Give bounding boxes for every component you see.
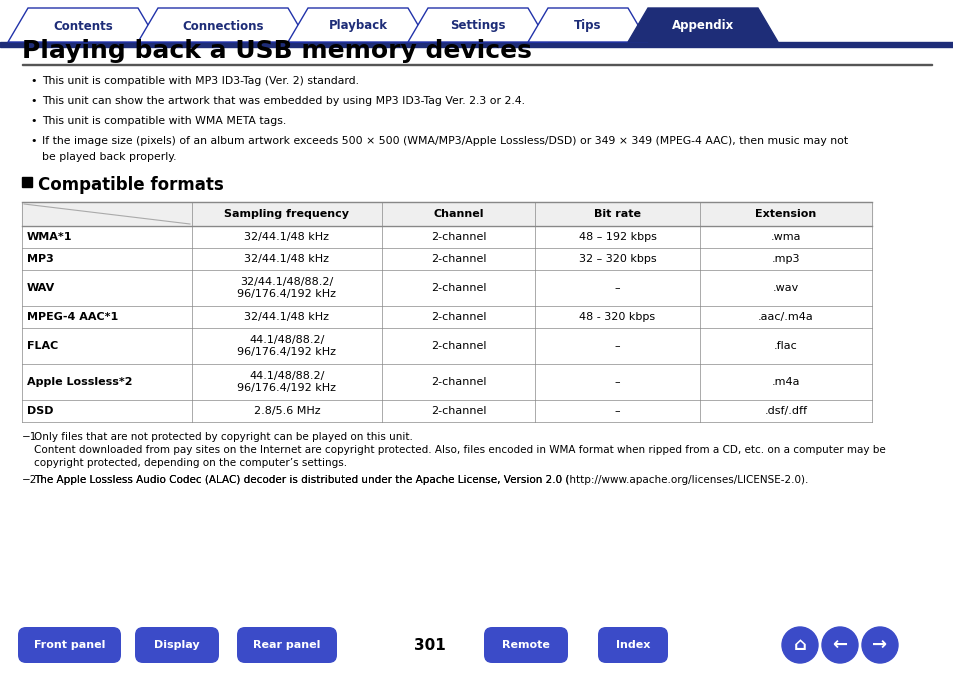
Text: This unit can show the artwork that was embedded by using MP3 ID3-Tag Ver. 2.3 o: This unit can show the artwork that was … bbox=[42, 96, 524, 106]
Bar bbox=[22, 270, 871, 306]
Polygon shape bbox=[138, 8, 308, 42]
Text: •: • bbox=[30, 76, 36, 86]
Text: Front panel: Front panel bbox=[33, 640, 105, 650]
Text: 2-channel: 2-channel bbox=[431, 312, 486, 322]
FancyBboxPatch shape bbox=[18, 627, 121, 663]
Text: Appendix: Appendix bbox=[671, 20, 734, 32]
Bar bbox=[22, 202, 871, 226]
Polygon shape bbox=[527, 8, 647, 42]
Text: 48 – 192 kbps: 48 – 192 kbps bbox=[578, 232, 656, 242]
Text: 32/44.1/48 kHz: 32/44.1/48 kHz bbox=[244, 254, 329, 264]
FancyBboxPatch shape bbox=[483, 627, 567, 663]
Text: This unit is compatible with WMA META tags.: This unit is compatible with WMA META ta… bbox=[42, 116, 286, 126]
Text: •: • bbox=[30, 116, 36, 126]
Text: MP3: MP3 bbox=[27, 254, 53, 264]
Text: Compatible formats: Compatible formats bbox=[38, 176, 224, 194]
Bar bbox=[22, 306, 871, 328]
Text: •: • bbox=[30, 96, 36, 106]
Text: .wma: .wma bbox=[770, 232, 801, 242]
Text: be played back properly.: be played back properly. bbox=[42, 152, 176, 162]
Polygon shape bbox=[8, 8, 158, 42]
Circle shape bbox=[781, 627, 817, 663]
Text: 2-channel: 2-channel bbox=[431, 254, 486, 264]
Text: .dsf/.dff: .dsf/.dff bbox=[763, 406, 806, 416]
Polygon shape bbox=[288, 8, 428, 42]
Text: 301: 301 bbox=[414, 637, 445, 653]
Text: –: – bbox=[614, 377, 619, 387]
Bar bbox=[22, 400, 871, 422]
Bar bbox=[22, 364, 871, 400]
Text: Index: Index bbox=[616, 640, 650, 650]
Text: 2.8/5.6 MHz: 2.8/5.6 MHz bbox=[253, 406, 320, 416]
Text: Only files that are not protected by copyright can be played on this unit.: Only files that are not protected by cop… bbox=[34, 432, 413, 442]
Text: –: – bbox=[614, 406, 619, 416]
Text: 2-channel: 2-channel bbox=[431, 232, 486, 242]
Text: Contents: Contents bbox=[53, 20, 112, 32]
Text: 2-channel: 2-channel bbox=[431, 341, 486, 351]
Bar bbox=[22, 328, 871, 364]
Text: .aac/.m4a: .aac/.m4a bbox=[758, 312, 813, 322]
Text: 2-channel: 2-channel bbox=[431, 377, 486, 387]
Text: Settings: Settings bbox=[450, 20, 505, 32]
Text: Connections: Connections bbox=[182, 20, 263, 32]
Text: –: – bbox=[614, 283, 619, 293]
Text: 48 - 320 kbps: 48 - 320 kbps bbox=[578, 312, 655, 322]
Text: 2-channel: 2-channel bbox=[431, 406, 486, 416]
Text: This unit is compatible with MP3 ID3-Tag (Ver. 2) standard.: This unit is compatible with MP3 ID3-Tag… bbox=[42, 76, 358, 86]
Text: •: • bbox=[30, 136, 36, 146]
Text: WMA*1: WMA*1 bbox=[27, 232, 72, 242]
Text: .mp3: .mp3 bbox=[771, 254, 800, 264]
Text: 32/44.1/48/88.2/
96/176.4/192 kHz: 32/44.1/48/88.2/ 96/176.4/192 kHz bbox=[237, 277, 336, 299]
Text: DSD: DSD bbox=[27, 406, 53, 416]
Text: ←: ← bbox=[832, 636, 846, 654]
Text: 44.1/48/88.2/
96/176.4/192 kHz: 44.1/48/88.2/ 96/176.4/192 kHz bbox=[237, 371, 336, 393]
Text: Rear panel: Rear panel bbox=[253, 640, 320, 650]
Circle shape bbox=[821, 627, 857, 663]
Bar bbox=[22, 177, 32, 187]
Text: The Apple Lossless Audio Codec (ALAC) decoder is distributed under the Apache Li: The Apple Lossless Audio Codec (ALAC) de… bbox=[34, 475, 569, 485]
Text: Tips: Tips bbox=[574, 20, 601, 32]
Bar bbox=[0, 42, 953, 47]
Text: .m4a: .m4a bbox=[771, 377, 800, 387]
Text: WAV: WAV bbox=[27, 283, 55, 293]
Text: –: – bbox=[614, 341, 619, 351]
Text: Extension: Extension bbox=[755, 209, 816, 219]
Text: MPEG-4 AAC*1: MPEG-4 AAC*1 bbox=[27, 312, 118, 322]
Text: Display: Display bbox=[154, 640, 199, 650]
Text: Sampling frequency: Sampling frequency bbox=[224, 209, 349, 219]
Text: 32 – 320 kbps: 32 – 320 kbps bbox=[578, 254, 656, 264]
Text: Content downloaded from pay sites on the Internet are copyright protected. Also,: Content downloaded from pay sites on the… bbox=[34, 445, 884, 455]
Text: 32/44.1/48 kHz: 32/44.1/48 kHz bbox=[244, 312, 329, 322]
FancyBboxPatch shape bbox=[135, 627, 219, 663]
Polygon shape bbox=[627, 8, 778, 42]
Text: −1: −1 bbox=[22, 432, 37, 442]
Text: 32/44.1/48 kHz: 32/44.1/48 kHz bbox=[244, 232, 329, 242]
Text: FLAC: FLAC bbox=[27, 341, 58, 351]
Text: −2: −2 bbox=[22, 475, 37, 485]
FancyBboxPatch shape bbox=[598, 627, 667, 663]
Text: copyright protected, depending on the computer’s settings.: copyright protected, depending on the co… bbox=[34, 458, 347, 468]
Bar bbox=[22, 64, 931, 65]
Polygon shape bbox=[408, 8, 547, 42]
Text: 2-channel: 2-channel bbox=[431, 283, 486, 293]
Text: Channel: Channel bbox=[433, 209, 483, 219]
Text: Playing back a USB memory devices: Playing back a USB memory devices bbox=[22, 39, 532, 63]
Text: The Apple Lossless Audio Codec (ALAC) decoder is distributed under the Apache Li: The Apple Lossless Audio Codec (ALAC) de… bbox=[34, 475, 807, 485]
Text: Bit rate: Bit rate bbox=[594, 209, 640, 219]
Text: .flac: .flac bbox=[773, 341, 797, 351]
Text: →: → bbox=[872, 636, 886, 654]
Text: 44.1/48/88.2/
96/176.4/192 kHz: 44.1/48/88.2/ 96/176.4/192 kHz bbox=[237, 334, 336, 357]
Text: Remote: Remote bbox=[501, 640, 549, 650]
Circle shape bbox=[862, 627, 897, 663]
Text: Playback: Playback bbox=[328, 20, 387, 32]
Text: If the image size (pixels) of an album artwork exceeds 500 × 500 (WMA/MP3/Apple : If the image size (pixels) of an album a… bbox=[42, 136, 847, 146]
Bar bbox=[22, 248, 871, 270]
FancyBboxPatch shape bbox=[236, 627, 336, 663]
Text: .wav: .wav bbox=[772, 283, 799, 293]
Bar bbox=[22, 226, 871, 248]
Text: Apple Lossless*2: Apple Lossless*2 bbox=[27, 377, 132, 387]
Text: ⌂: ⌂ bbox=[793, 636, 805, 654]
